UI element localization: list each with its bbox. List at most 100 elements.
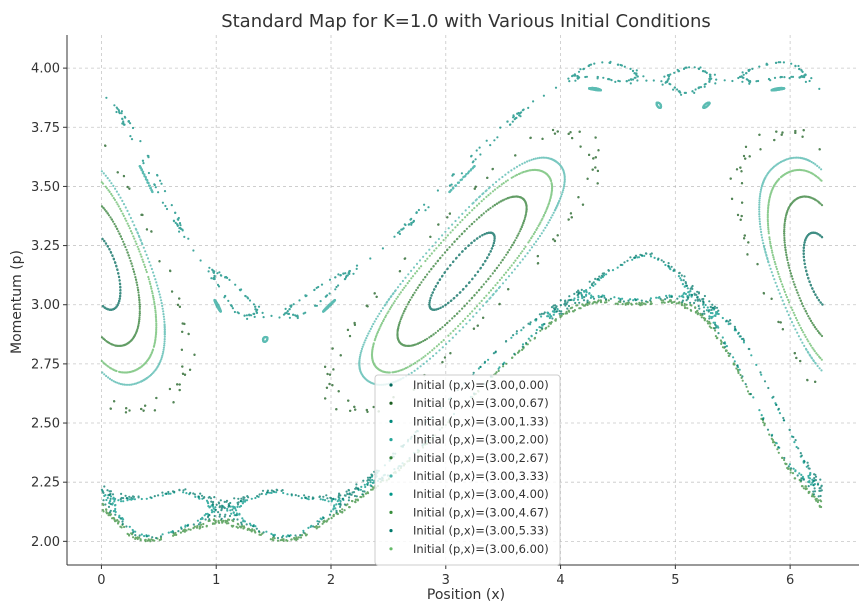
data-point <box>402 280 404 282</box>
data-point <box>153 301 155 303</box>
data-point <box>498 370 500 372</box>
data-point <box>787 299 789 301</box>
data-point <box>759 218 761 220</box>
data-point <box>635 72 637 74</box>
data-point <box>537 157 539 159</box>
data-point <box>181 331 183 333</box>
data-point <box>361 348 363 350</box>
data-point <box>478 216 480 218</box>
data-point <box>412 275 414 277</box>
data-point <box>758 215 760 217</box>
data-point <box>470 169 472 171</box>
data-point <box>763 292 765 294</box>
series-points <box>105 61 820 320</box>
data-point <box>135 279 137 281</box>
data-point <box>561 193 563 195</box>
data-point <box>410 277 412 279</box>
data-point <box>404 258 406 260</box>
data-point <box>819 506 821 508</box>
data-point <box>665 82 667 84</box>
data-point <box>779 412 781 414</box>
data-point <box>219 514 221 516</box>
data-point <box>119 298 121 300</box>
data-point <box>536 329 538 331</box>
data-point <box>124 117 126 119</box>
data-point <box>441 361 443 363</box>
data-point <box>755 80 757 82</box>
data-point <box>476 205 478 207</box>
data-point <box>795 289 797 291</box>
data-point <box>696 291 698 293</box>
data-point <box>146 360 148 362</box>
data-point <box>137 287 139 289</box>
data-point <box>750 354 752 356</box>
data-point <box>367 305 369 307</box>
data-point <box>818 332 820 334</box>
data-point <box>628 79 630 81</box>
data-point <box>118 194 120 196</box>
data-point <box>391 371 393 373</box>
data-point <box>324 397 326 399</box>
data-point <box>223 296 225 298</box>
data-point <box>403 287 405 289</box>
data-point <box>556 205 558 207</box>
data-point <box>817 499 819 501</box>
data-point <box>510 246 512 248</box>
data-point <box>199 522 201 524</box>
data-point <box>450 231 452 233</box>
data-point <box>208 270 210 272</box>
data-point <box>442 346 444 348</box>
chart-title: Standard Map for K=1.0 with Various Init… <box>221 11 711 32</box>
data-point <box>784 246 786 248</box>
data-point <box>764 380 766 382</box>
data-point <box>459 330 461 332</box>
data-point <box>783 288 785 290</box>
data-point <box>812 162 814 164</box>
data-point <box>678 301 680 303</box>
data-point <box>310 526 312 528</box>
data-point <box>132 536 134 538</box>
data-point <box>521 163 523 165</box>
data-point <box>786 467 788 469</box>
data-point <box>542 171 544 173</box>
data-point <box>717 310 719 312</box>
data-point <box>783 228 785 230</box>
data-point <box>737 214 739 216</box>
data-point <box>689 293 691 295</box>
data-point <box>189 369 191 371</box>
data-point <box>804 239 806 241</box>
data-point <box>603 272 605 274</box>
data-point <box>292 314 294 316</box>
data-point <box>117 171 119 173</box>
data-point <box>758 211 760 213</box>
data-point <box>537 255 539 257</box>
data-point <box>334 498 336 500</box>
data-point <box>412 294 414 296</box>
data-point <box>102 238 104 240</box>
data-point <box>776 448 778 450</box>
data-point <box>476 292 478 294</box>
data-point <box>790 471 792 473</box>
data-point <box>581 303 583 305</box>
data-point <box>252 525 254 527</box>
data-point <box>218 502 220 504</box>
data-point <box>252 313 254 315</box>
data-point <box>771 271 773 273</box>
data-point <box>182 491 184 493</box>
data-point <box>281 536 283 538</box>
data-point <box>375 334 377 336</box>
data-point <box>325 296 327 298</box>
data-point <box>516 113 518 115</box>
data-point <box>112 255 114 257</box>
data-point <box>348 506 350 508</box>
data-point <box>138 301 140 303</box>
data-point <box>179 389 181 391</box>
data-point <box>661 302 663 304</box>
data-point <box>760 234 762 236</box>
data-point <box>464 216 466 218</box>
data-point <box>178 297 180 299</box>
data-point <box>668 262 670 264</box>
data-point <box>130 230 132 232</box>
data-point <box>419 284 421 286</box>
